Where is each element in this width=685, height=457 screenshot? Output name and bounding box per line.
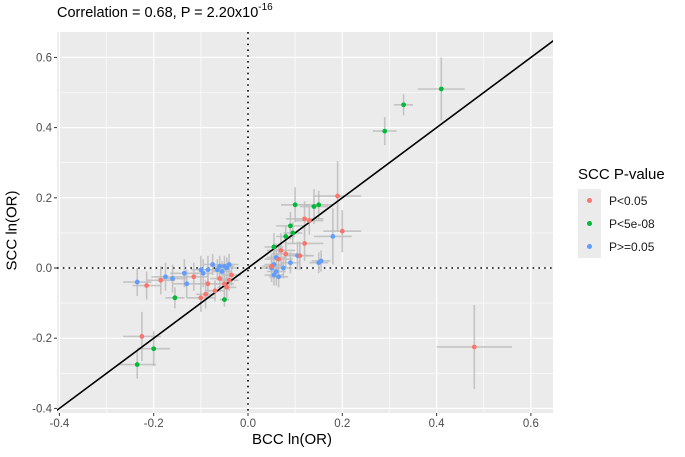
- data-point: [224, 284, 230, 290]
- legend-title: SCC P-value: [578, 166, 665, 183]
- data-point: [144, 283, 150, 288]
- data-point: [278, 248, 284, 253]
- data-point: [198, 267, 204, 273]
- data-point: [302, 216, 307, 222]
- x-tick-label: -0.4: [49, 418, 69, 430]
- legend-dot-icon: [587, 221, 592, 226]
- x-tick-label: 0.6: [523, 418, 539, 430]
- data-point: [271, 244, 277, 250]
- legend-item-p-ge-0-05: P>=0.05: [578, 235, 665, 258]
- y-tick-label: 0.6: [36, 52, 52, 64]
- data-point: [134, 279, 140, 285]
- data-point: [271, 272, 277, 278]
- legend-key: [578, 212, 601, 235]
- y-axis-title: SCC ln(OR): [3, 190, 21, 271]
- data-point: [158, 277, 164, 283]
- data-point: [191, 274, 197, 280]
- legend-item-p-lt-5e-08: P<5e-08: [578, 212, 665, 235]
- y-tick-label: -0.4: [32, 403, 52, 415]
- data-point: [316, 260, 322, 266]
- data-point: [330, 234, 336, 239]
- legend-label: P>=0.05: [609, 239, 655, 254]
- data-point: [339, 228, 345, 234]
- data-point: [288, 223, 293, 229]
- data-point: [184, 281, 190, 287]
- x-axis-title: BCC ln(OR): [252, 431, 333, 448]
- legend: SCC P-value P<0.05 P<5e-08 P>=0.05: [578, 166, 665, 258]
- data-point: [401, 102, 406, 108]
- y-tick-label: 0.2: [36, 193, 52, 205]
- data-point: [297, 253, 303, 259]
- x-tick-label: -0.2: [144, 418, 164, 430]
- data-point: [335, 193, 340, 199]
- data-point: [214, 267, 220, 273]
- y-tick-label: -0.2: [32, 333, 52, 345]
- data-point: [200, 270, 206, 276]
- data-point: [269, 263, 274, 269]
- data-point: [276, 274, 282, 280]
- y-tick-label: 0.4: [36, 123, 53, 135]
- legend-item-p-lt-0-05: P<0.05: [578, 189, 665, 212]
- data-point: [134, 362, 140, 367]
- data-point: [276, 256, 282, 262]
- x-tick-label: 0.2: [334, 418, 350, 430]
- data-point: [198, 295, 204, 301]
- legend-keys: P<0.05 P<5e-08 P>=0.05: [578, 189, 665, 258]
- data-point: [205, 267, 211, 273]
- data-point: [316, 202, 322, 208]
- data-point: [210, 262, 216, 267]
- data-point: [283, 251, 289, 257]
- legend-dot-icon: [587, 198, 592, 203]
- data-point: [181, 270, 187, 276]
- x-tick-label: 0.4: [429, 418, 446, 430]
- data-point: [139, 334, 145, 339]
- title-exponent: -16: [258, 2, 273, 13]
- data-point: [292, 202, 298, 208]
- legend-label: P<0.05: [609, 193, 648, 208]
- data-point: [222, 281, 227, 287]
- plot-layer: [57, 32, 553, 413]
- data-point: [302, 241, 307, 246]
- legend-label: P<5e-08: [609, 216, 655, 231]
- plot-panel: [57, 32, 553, 413]
- data-point: [222, 263, 227, 269]
- data-point: [288, 260, 293, 266]
- data-point: [306, 218, 312, 224]
- data-point: [222, 297, 227, 302]
- identity-line: [57, 39, 553, 412]
- data-point: [203, 291, 208, 297]
- data-point: [217, 276, 223, 281]
- data-point: [163, 274, 168, 280]
- y-tick-label: 0.0: [36, 263, 52, 275]
- x-tick-label: 0.0: [240, 418, 256, 430]
- data-point: [382, 128, 388, 134]
- data-point: [172, 295, 178, 301]
- data-point: [311, 204, 317, 209]
- data-point: [229, 272, 234, 278]
- data-point: [151, 346, 157, 352]
- legend-key: [578, 235, 601, 258]
- data-point: [280, 265, 286, 271]
- chart-title: Correlation = 0.68, P = 2.20x10-16: [57, 2, 273, 21]
- data-point: [226, 262, 232, 267]
- data-point: [212, 288, 218, 294]
- legend-dot-icon: [587, 244, 592, 249]
- data-point: [283, 234, 289, 239]
- data-point: [438, 86, 444, 92]
- data-point: [226, 277, 232, 283]
- data-point: [273, 269, 279, 274]
- title-text: Correlation = 0.68, P = 2.20x10: [57, 4, 259, 21]
- data-point: [217, 263, 223, 269]
- data-point: [170, 276, 175, 281]
- axes: -0.4 -0.2 0.0 0.2 0.4 0.6 -0.4 -0.2 0.0 0.2 0.4 0.6: [32, 52, 539, 430]
- data-point: [471, 344, 477, 350]
- data-point: [219, 269, 225, 274]
- legend-key: [578, 189, 601, 212]
- data-point: [290, 230, 296, 236]
- data-point: [205, 281, 211, 287]
